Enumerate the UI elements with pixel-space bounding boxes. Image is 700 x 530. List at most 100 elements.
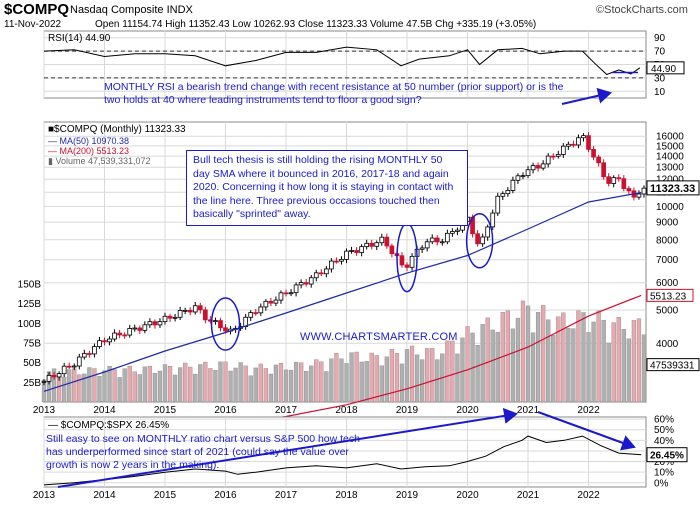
price-y-tick-label: 6000: [656, 278, 679, 289]
price-candle: [520, 175, 526, 178]
price-candle: [490, 212, 496, 228]
volume-bar: [520, 300, 526, 403]
price-title: ■$COMPQ (Monthly) 11323.33: [48, 124, 186, 135]
rsi-y-tick-label: 90: [654, 33, 666, 44]
volume-bar: [319, 361, 324, 403]
volume-bar: [147, 365, 153, 403]
price-candle: [445, 232, 450, 243]
volume-last-box: [646, 358, 700, 372]
x-tick-label: 2016: [214, 405, 237, 416]
price-y-tick-label: 5000: [656, 305, 679, 316]
volume-bar: [152, 372, 158, 403]
volume-bar: [92, 368, 97, 403]
rsi-y-tick-label: 10: [654, 87, 666, 98]
volume-y-tick-label: 125B: [18, 299, 42, 310]
price-candle: [112, 332, 117, 340]
volume-bar: [379, 365, 384, 403]
annotation-arrows: [57, 71, 638, 488]
volume-bar: [571, 328, 576, 403]
price-candle: [399, 255, 405, 266]
volume-bar: [77, 374, 82, 403]
volume-bar: [162, 364, 168, 403]
volume-bar: [636, 318, 642, 403]
bounce-ellipse: [465, 212, 494, 269]
volume-bar: [314, 359, 319, 403]
price-candle: [177, 310, 183, 318]
price-candle: [313, 272, 319, 279]
price-legend-entry: — MA(50) 10970.38: [48, 136, 129, 146]
x-tick-label: 2022: [577, 490, 600, 501]
volume-bar: [172, 374, 178, 403]
volume-bar: [298, 362, 304, 403]
volume-bar: [394, 353, 400, 403]
ohlc-line: Open 11154.74 High 11352.43 Low 10262.93…: [95, 19, 536, 30]
price-legend-entry: ▮ Volume 47,539,331,072: [48, 156, 151, 166]
volume-bar: [288, 369, 294, 403]
price-candle: [404, 264, 410, 268]
price-candle: [278, 292, 284, 301]
volume-bar: [278, 362, 284, 403]
price-candle: [263, 300, 269, 308]
price-candle: [268, 300, 274, 304]
volume-bar: [611, 322, 616, 403]
ma50-line: [43, 192, 642, 392]
x-tick-label: 2015: [154, 490, 177, 501]
price-candle: [434, 237, 440, 243]
price-candle: [424, 241, 430, 249]
volume-bar: [586, 332, 591, 403]
volume-bar: [82, 373, 87, 403]
price-candle: [510, 179, 516, 191]
volume-bar: [283, 369, 289, 403]
price-candle: [182, 309, 188, 312]
volume-bar: [591, 321, 596, 403]
chart-date: 11-Nov-2022: [4, 19, 62, 30]
price-candle: [601, 162, 606, 178]
x-tick-label: 2016: [214, 490, 237, 501]
volume-bar: [51, 368, 57, 403]
volume-bar: [132, 371, 137, 403]
price-candle: [218, 320, 223, 329]
volume-bar: [122, 368, 127, 403]
price-candle: [87, 353, 92, 355]
volume-bar: [349, 352, 354, 403]
volume-bar: [304, 371, 309, 403]
volume-bar: [334, 353, 339, 403]
volume-bar: [198, 364, 203, 403]
price-candle: [379, 236, 385, 244]
bull-thesis-box: Bull tech thesis is still holding the ri…: [186, 150, 468, 226]
price-candle: [132, 327, 138, 330]
x-tick-label: 2021: [517, 405, 540, 416]
price-candle: [591, 149, 596, 158]
volume-bar: [556, 316, 561, 403]
volume-bar: [112, 369, 117, 403]
price-candle: [581, 135, 586, 139]
volume-bar: [359, 361, 364, 403]
x-tick-label: 2020: [456, 405, 479, 416]
volume-y-tick-label: 100B: [18, 319, 42, 330]
ratio-line: [43, 435, 642, 486]
bounce-ellipse: [210, 297, 241, 351]
volume-bar: [495, 331, 500, 403]
price-candle: [147, 321, 153, 326]
ratio-panel: 2013 2014 2015 2016 2017 2018 2019 2020 2021 2022…: [33, 415, 688, 501]
x-tick-label: 2014: [93, 490, 116, 501]
price-candle: [71, 365, 77, 368]
x-tick-label: 2018: [335, 490, 358, 501]
volume-bar: [62, 376, 67, 403]
volume-bar: [515, 317, 521, 403]
price-candle: [571, 143, 576, 146]
price-candle: [329, 260, 334, 270]
price-candle: [303, 282, 309, 285]
volume-y-tick-label: 75B: [23, 339, 41, 350]
x-tick-label: 2014: [93, 405, 116, 416]
volume-bar: [344, 363, 349, 403]
price-candle: [359, 246, 364, 253]
price-candle: [495, 195, 501, 214]
price-y-tick-label: 14000: [656, 152, 684, 163]
volume-bar: [384, 356, 389, 403]
price-candle: [46, 374, 52, 382]
volume-bar: [102, 370, 107, 403]
volume-bar: [253, 367, 258, 403]
x-tick-label: 2017: [275, 490, 298, 501]
volume-y-tick-label: 150B: [18, 280, 42, 291]
